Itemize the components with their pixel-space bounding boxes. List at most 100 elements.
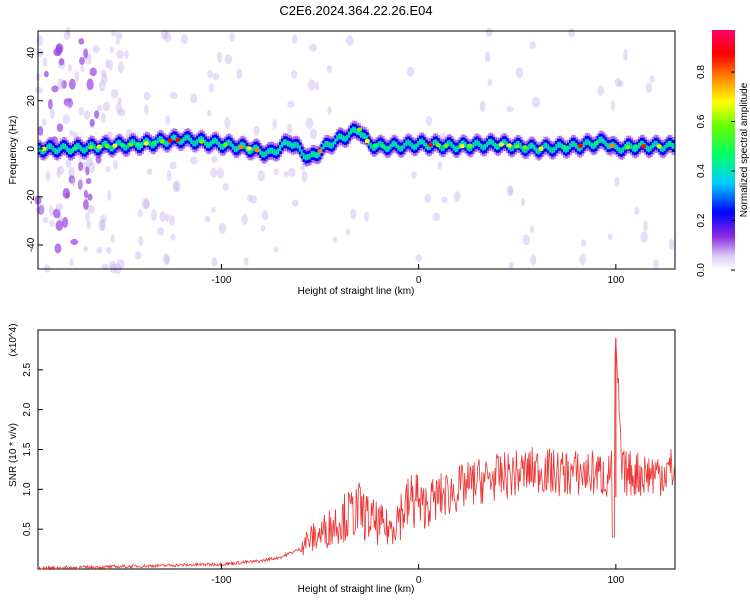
spectrogram-x-tick-label: 0 (416, 275, 422, 286)
spectrogram-band-core (310, 151, 314, 158)
spectrogram-speckle (273, 168, 279, 176)
spectrogram-speckle (101, 112, 106, 124)
spectrogram-speckle (236, 68, 243, 80)
spectrogram-speckle (105, 165, 110, 173)
spectrogram-speckle (78, 161, 83, 172)
spectrogram-speckle (62, 114, 70, 125)
spectrogram-band-core (109, 145, 113, 152)
spectrogram-band-core (97, 146, 101, 153)
spectrogram-band-core (421, 138, 425, 145)
spectrogram-band-core (638, 142, 642, 149)
spectrogram-band-core (428, 143, 432, 150)
spectrogram-hotspot (120, 142, 126, 148)
spectrogram-hotspot (143, 141, 149, 146)
spectrogram-band-core (551, 147, 555, 154)
spectrogram-speckle (107, 59, 113, 71)
spectrogram-band-core (470, 144, 474, 151)
spectrogram-band-core (178, 138, 182, 145)
spectrogram-band-core (241, 141, 245, 148)
spectrogram-speckle (78, 38, 85, 45)
spectrogram-band-core (306, 154, 310, 161)
spectrogram-speckle (55, 220, 64, 231)
snr-frame (37, 329, 676, 570)
spectrogram-speckle (170, 234, 176, 241)
spectrogram-band-core (144, 137, 148, 144)
spectrogram-band-core (466, 144, 470, 151)
spectrogram-speckle (115, 32, 123, 40)
snr-x-axis-label: Height of straight line (km) (298, 584, 415, 595)
spectrogram-band-core (547, 144, 551, 151)
spectrogram-band-core (559, 141, 563, 148)
spectrogram-hotspot (633, 144, 639, 149)
spectrogram-speckle (291, 34, 298, 44)
spectrogram-band-core (324, 141, 328, 148)
spectrogram-speckle (134, 251, 142, 260)
spectrogram-speckle (109, 263, 118, 274)
spectrogram-band-core (83, 147, 87, 154)
spectrogram-band-core (328, 141, 332, 148)
spectrogram-band-core (411, 142, 415, 149)
spectrogram-hotspot (625, 145, 631, 150)
spectrogram-speckle (617, 80, 624, 88)
spectrogram-hotspot (593, 140, 599, 146)
spectrogram-band-core (170, 135, 174, 142)
spectrogram-band-core (614, 143, 618, 150)
spectrogram-speckle (85, 212, 90, 222)
spectrogram-band-core (152, 142, 156, 149)
spectrogram-band-core (580, 144, 584, 151)
spectrogram-hotspot (562, 144, 568, 150)
spectrogram-band-core (490, 138, 494, 145)
spectrogram-speckle (653, 259, 659, 270)
spectrogram-speckle (42, 216, 49, 224)
spectrogram-band-core (476, 139, 480, 146)
spectrogram-speckle (301, 170, 308, 183)
spectrogram-band-core (204, 139, 208, 146)
spectrogram-speckle (314, 81, 320, 91)
spectrogram-band-core (58, 147, 62, 154)
spectrogram-band-core (509, 145, 513, 152)
snr-multiplier-label: (x10^4) (8, 323, 19, 356)
spectrogram-y-tick-label: 40 (26, 47, 37, 59)
spectrogram-speckle (292, 199, 299, 207)
spectrogram-speckle (508, 261, 515, 269)
spectrogram-band-core (290, 142, 294, 149)
spectrogram-hotspot (151, 140, 157, 145)
spectrogram-band-core (125, 144, 129, 151)
spectrogram-band-core (103, 140, 107, 147)
spectrogram-band-core (371, 144, 375, 151)
spectrogram-speckle (169, 92, 178, 100)
spectrogram-band-core (359, 131, 363, 138)
spectrogram-speckle (484, 51, 491, 63)
spectrogram-hotspot (380, 144, 386, 149)
spectrogram-band-core (653, 140, 657, 147)
spectrogram-band-core (326, 140, 330, 147)
spectrogram-speckle (520, 198, 525, 207)
spectrogram-speckle (260, 225, 266, 232)
spectrogram-band-core (641, 140, 645, 147)
spectrogram-band-core (482, 144, 486, 151)
spectrogram-band-core (494, 142, 498, 149)
spectrogram-hotspot (96, 144, 102, 149)
spectrogram-band-core (361, 132, 365, 139)
spectrogram-band-core (296, 142, 300, 149)
spectrogram-speckle (211, 257, 218, 267)
snr-y-tick-label: 2.5 (22, 362, 33, 376)
spectrogram-band-core (604, 140, 608, 147)
spectrogram-speckle (52, 208, 61, 219)
spectrogram-band-core (221, 143, 225, 150)
spectrogram-speckle (218, 222, 227, 234)
spectrogram-band-core (66, 145, 70, 152)
spectrogram-band-core (231, 143, 235, 150)
spectrogram-band-core (196, 138, 200, 145)
spectrogram-speckle (63, 98, 71, 107)
spectrogram-band-core (194, 140, 198, 147)
spectrogram-band-core (472, 142, 476, 149)
spectrogram-speckle (157, 226, 165, 237)
spectrogram-band-core (275, 149, 279, 156)
spectrogram-band-core (215, 138, 219, 145)
spectrogram-band-core (645, 145, 649, 152)
spectrogram-band-core (348, 131, 352, 138)
spectrogram-speckle (48, 219, 56, 227)
spectrogram-band-core (649, 145, 653, 152)
